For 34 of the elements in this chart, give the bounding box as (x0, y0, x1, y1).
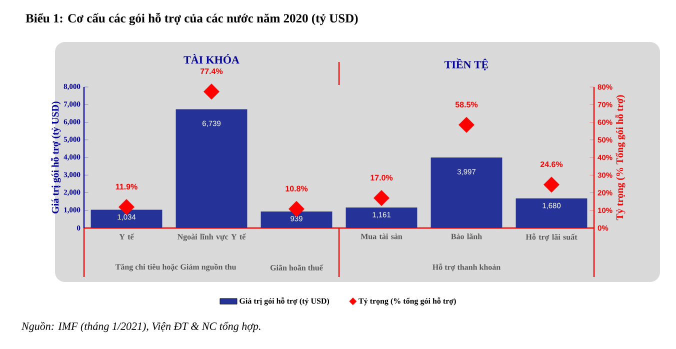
text: Tăng chi tiêu hoặc Giảm nguồn thu (115, 264, 236, 272)
text: Nguồn: IMF (tháng 1/2021), Viện ĐT & NC tổng hợp. (21, 322, 260, 332)
x-tick-label: Ngoài lĩnh vực Y tế (177, 234, 246, 242)
y-axis-title: Giá trị gói hỗ trợ (tỷ USD) (50, 102, 61, 214)
text: TÀI KHÓA (184, 54, 240, 64)
bar (260, 211, 332, 228)
data-label: 24.6% (540, 161, 563, 168)
point (204, 84, 220, 100)
data-label: 11.9% (116, 184, 138, 190)
y2-axis-title: Tỷ trọng (% Tổng gói hỗ trợ) (615, 95, 626, 220)
text: TIỀN TỆ (444, 58, 488, 70)
data-label: 10.8% (286, 186, 308, 192)
legend-label: Giá trị gói hỗ trợ (tỷ USD) (240, 298, 330, 306)
bar (346, 208, 418, 228)
text: Hỗ trợ thanh khoản (432, 264, 500, 272)
data-label: 58.5% (455, 102, 478, 108)
bar (516, 198, 588, 228)
x-tick-label: Mua tài sản (360, 234, 402, 240)
bar (176, 109, 248, 228)
point (544, 176, 560, 193)
bar (430, 158, 502, 228)
point (458, 116, 474, 133)
text: Giãn hoãn thuế (270, 264, 324, 270)
legend-label: Tỷ trọng (% tổng gói hỗ trợ) (358, 298, 456, 306)
x-tick-label: Bảo lãnh (451, 234, 482, 240)
x-tick-label: Y tế (119, 234, 134, 240)
x-tick-label: Hỗ trợ lãi suất (526, 234, 578, 242)
data-label: 17.0% (370, 174, 393, 181)
point (374, 190, 390, 206)
bar (90, 210, 162, 228)
point (118, 199, 134, 216)
data-label: 77.4% (200, 68, 223, 74)
chart-title: Biểu 1: Cơ cấu các gói hỗ trợ của các nước năm 2020 (tỷ USD) (26, 12, 358, 26)
point (288, 200, 304, 217)
